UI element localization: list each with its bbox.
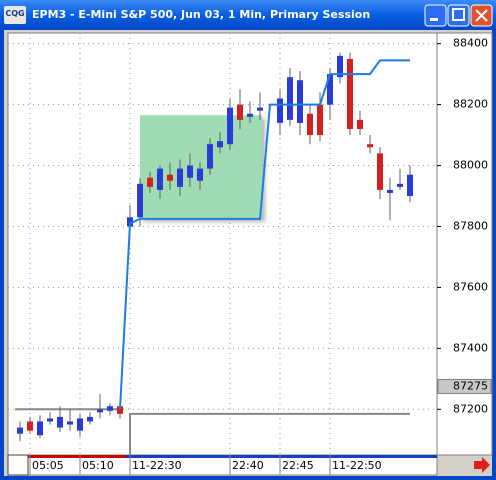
highlight-zone bbox=[140, 115, 262, 219]
candle-body bbox=[307, 113, 313, 136]
chart: 87200 87400 87600 87800 88000 88200 88400 05:05… bbox=[8, 33, 492, 475]
candle-body bbox=[317, 104, 323, 136]
app-icon bbox=[4, 6, 26, 24]
x-tick-label: 05:05 bbox=[32, 459, 64, 472]
candle-body bbox=[127, 217, 133, 227]
candle-body bbox=[327, 74, 333, 105]
candle-body bbox=[117, 406, 123, 414]
candle-body bbox=[397, 183, 403, 187]
plot-area bbox=[7, 32, 438, 456]
candle-body bbox=[167, 174, 173, 181]
candle-body bbox=[257, 107, 263, 111]
candle-body bbox=[97, 409, 103, 413]
candle-body bbox=[387, 189, 393, 193]
candle-body bbox=[207, 144, 213, 169]
y-tick-label: 87800 bbox=[453, 219, 488, 232]
candle-body bbox=[87, 416, 93, 422]
maximize-button[interactable] bbox=[447, 4, 470, 27]
title-bar bbox=[0, 0, 496, 30]
candle-body bbox=[277, 98, 283, 123]
price-line bbox=[129, 412, 410, 455]
close-button[interactable] bbox=[470, 4, 493, 27]
x-tick-label: 22:40 bbox=[232, 459, 264, 472]
candle-body bbox=[367, 144, 373, 148]
x-tick-label: 05:10 bbox=[82, 459, 114, 472]
candle-body bbox=[297, 80, 303, 123]
candle-body bbox=[287, 77, 293, 120]
app-icon-text: CQG bbox=[5, 9, 24, 18]
candle-body bbox=[17, 427, 23, 434]
x-tick-label: 11-22:50 bbox=[332, 459, 382, 472]
session-bar-current bbox=[126, 455, 437, 458]
candle-body bbox=[177, 168, 183, 187]
last-price-box bbox=[437, 378, 492, 394]
window-title: EPM3 - E-Mini S&P 500, Jun 03, 1 Min, Pr… bbox=[32, 8, 370, 21]
candle-body bbox=[37, 421, 43, 436]
y-tick-label: 88200 bbox=[453, 98, 488, 111]
x-tick-label: 11-22:30 bbox=[132, 459, 182, 472]
y-tick-label: 88000 bbox=[453, 159, 488, 172]
candle-body bbox=[197, 168, 203, 181]
y-tick-label: 87400 bbox=[453, 341, 488, 354]
candle-body bbox=[147, 177, 153, 187]
candle-body bbox=[357, 119, 363, 129]
minimize-button[interactable] bbox=[424, 4, 447, 27]
y-tick-label: 87600 bbox=[453, 280, 488, 293]
candle-body bbox=[77, 418, 83, 431]
candle-body bbox=[57, 416, 63, 428]
last-price-label: 87275 bbox=[453, 379, 488, 392]
candle-body bbox=[347, 58, 353, 129]
price-line bbox=[119, 59, 410, 410]
session-bar bbox=[8, 455, 126, 458]
y-tick-label: 87200 bbox=[453, 402, 488, 415]
candle-body bbox=[407, 174, 413, 197]
candle-body bbox=[187, 165, 193, 178]
corner-box[interactable] bbox=[7, 454, 29, 476]
candle-body bbox=[247, 113, 253, 117]
candle-body bbox=[217, 141, 223, 148]
candle-body bbox=[67, 421, 73, 425]
candle-body bbox=[157, 168, 163, 190]
y-tick-label: 88400 bbox=[453, 37, 488, 50]
candle-body bbox=[47, 418, 53, 422]
x-tick-label: 22:45 bbox=[282, 459, 314, 472]
candle-body bbox=[377, 153, 383, 190]
candle-body bbox=[337, 55, 343, 78]
candle-body bbox=[227, 107, 233, 145]
candle-body bbox=[107, 406, 113, 411]
scroll-right-arrow[interactable] bbox=[474, 457, 490, 473]
candle-body bbox=[137, 183, 143, 218]
candle-body bbox=[27, 421, 33, 431]
candle-body bbox=[237, 104, 243, 120]
